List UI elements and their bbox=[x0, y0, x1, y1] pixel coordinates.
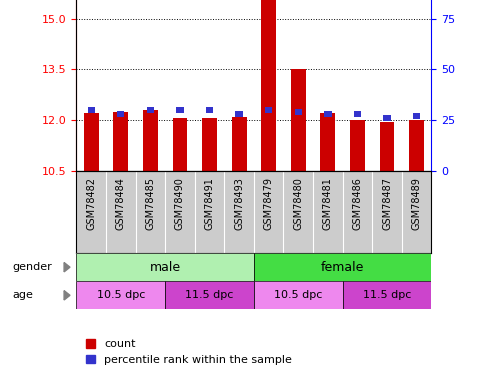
FancyBboxPatch shape bbox=[353, 111, 361, 117]
Text: GSM78484: GSM78484 bbox=[116, 177, 126, 230]
Bar bbox=[409, 120, 424, 171]
FancyBboxPatch shape bbox=[76, 253, 254, 281]
FancyBboxPatch shape bbox=[265, 107, 272, 113]
Bar bbox=[84, 113, 99, 171]
FancyBboxPatch shape bbox=[76, 281, 165, 309]
FancyBboxPatch shape bbox=[254, 253, 431, 281]
Text: gender: gender bbox=[12, 262, 52, 272]
Bar bbox=[291, 69, 306, 171]
Text: GSM78486: GSM78486 bbox=[352, 177, 362, 230]
Text: 11.5 dpc: 11.5 dpc bbox=[363, 290, 411, 300]
FancyBboxPatch shape bbox=[343, 281, 431, 309]
Text: 11.5 dpc: 11.5 dpc bbox=[185, 290, 234, 300]
Bar bbox=[113, 112, 128, 171]
Legend: count, percentile rank within the sample: count, percentile rank within the sample bbox=[82, 335, 296, 369]
Text: GSM78490: GSM78490 bbox=[175, 177, 185, 230]
Text: GSM78493: GSM78493 bbox=[234, 177, 244, 230]
FancyBboxPatch shape bbox=[165, 281, 254, 309]
Bar bbox=[173, 118, 187, 171]
Bar bbox=[232, 117, 246, 171]
Text: GSM78479: GSM78479 bbox=[264, 177, 274, 230]
FancyBboxPatch shape bbox=[413, 113, 420, 119]
FancyBboxPatch shape bbox=[295, 109, 302, 115]
Bar bbox=[202, 118, 217, 171]
Text: 10.5 dpc: 10.5 dpc bbox=[97, 290, 145, 300]
FancyBboxPatch shape bbox=[254, 281, 343, 309]
Bar bbox=[350, 120, 365, 171]
Text: GSM78482: GSM78482 bbox=[86, 177, 96, 230]
FancyBboxPatch shape bbox=[176, 107, 183, 113]
FancyBboxPatch shape bbox=[117, 111, 124, 117]
FancyBboxPatch shape bbox=[88, 107, 95, 113]
Text: female: female bbox=[321, 261, 364, 274]
Text: GSM78480: GSM78480 bbox=[293, 177, 303, 230]
FancyBboxPatch shape bbox=[236, 111, 243, 117]
Bar bbox=[380, 122, 394, 171]
Bar bbox=[143, 110, 158, 171]
FancyBboxPatch shape bbox=[147, 107, 154, 113]
Text: male: male bbox=[149, 261, 181, 274]
Text: 10.5 dpc: 10.5 dpc bbox=[274, 290, 322, 300]
Bar bbox=[320, 113, 335, 171]
FancyBboxPatch shape bbox=[206, 107, 213, 113]
Bar bbox=[261, 0, 276, 171]
Text: GSM78485: GSM78485 bbox=[145, 177, 155, 230]
Text: GSM78487: GSM78487 bbox=[382, 177, 392, 230]
Text: age: age bbox=[12, 290, 33, 300]
Text: GSM78481: GSM78481 bbox=[323, 177, 333, 230]
Text: GSM78489: GSM78489 bbox=[412, 177, 422, 230]
FancyBboxPatch shape bbox=[384, 115, 390, 121]
Text: GSM78491: GSM78491 bbox=[205, 177, 214, 230]
FancyBboxPatch shape bbox=[324, 111, 331, 117]
